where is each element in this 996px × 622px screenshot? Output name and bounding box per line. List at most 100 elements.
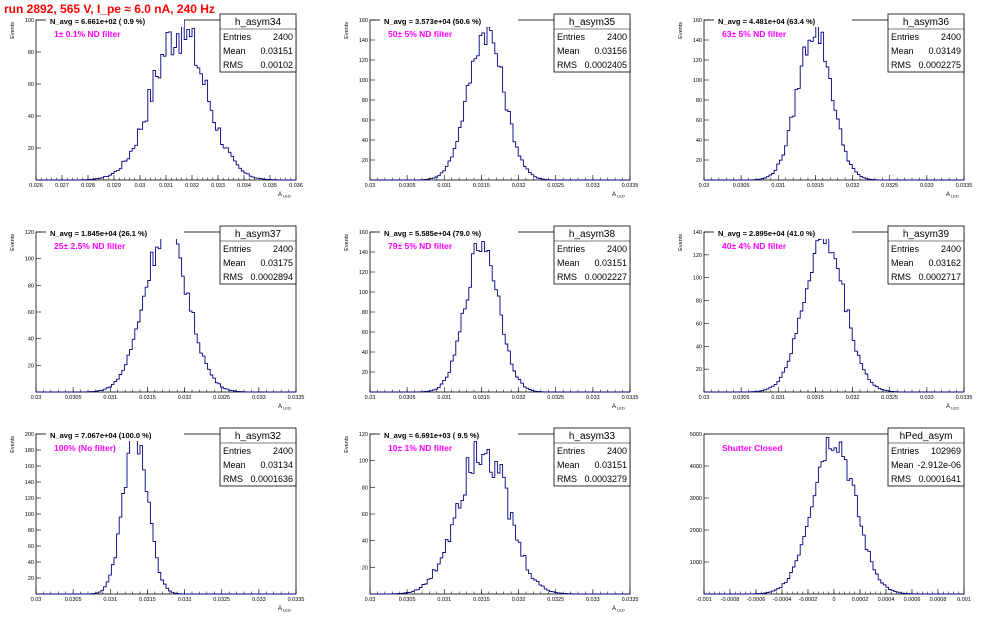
histogram-line	[36, 19, 296, 181]
stats-label: Entries	[557, 32, 586, 42]
y-tick-label: 160	[693, 18, 702, 24]
navg-box	[714, 228, 852, 239]
histogram-line	[704, 436, 964, 595]
stats-value: 2400	[941, 244, 961, 254]
stats-value: 0.0001641	[918, 474, 961, 484]
navg-box	[380, 16, 518, 27]
stats-value: 0.03175	[260, 258, 293, 268]
navg-label: N_avg = 2.895e+04 (41.0 %)	[718, 229, 816, 238]
y-tick-label: 40	[362, 350, 368, 356]
stats-label: Entries	[223, 32, 252, 42]
y-tick-label: 20	[28, 363, 34, 369]
x-tick-label: 0.0325	[547, 395, 564, 401]
histogram-line	[36, 433, 296, 595]
x-tick-label: 0.03	[31, 597, 42, 603]
y-tick-label: 60	[28, 544, 34, 550]
navg-label: N_avg = 6.691e+03 ( 9.5 %)	[384, 431, 480, 440]
stats-label: RMS	[891, 474, 911, 484]
y-axis-label: Events	[678, 234, 684, 251]
x-tick-label: 0.033	[586, 395, 600, 401]
histogram-line	[704, 231, 964, 393]
x-tick-label: 0.033	[920, 395, 934, 401]
y-axis-label: Events	[344, 436, 350, 453]
stats-box	[887, 427, 965, 487]
x-tick-label: -0.0006	[747, 597, 766, 603]
x-tick-label: 0.0315	[139, 597, 156, 603]
stats-label: RMS	[223, 272, 243, 282]
x-tick-label: 0.0325	[213, 597, 230, 603]
x-tick-label: 0.032	[185, 183, 199, 189]
navg-label: N_avg = 5.585e+04 (79.0 %)	[384, 229, 482, 238]
x-tick-label: 0.032	[846, 183, 860, 189]
y-tick-label: 60	[362, 512, 368, 518]
y-tick-label: 180	[25, 448, 34, 454]
y-tick-label: 120	[25, 496, 34, 502]
x-axis-label: ALED	[278, 404, 291, 411]
annotation-label: 100% (No filter)	[54, 443, 116, 453]
y-tick-label: 80	[362, 98, 368, 104]
x-tick-label: 0.036	[289, 183, 303, 189]
x-tick-label: 0.035	[263, 183, 277, 189]
x-tick-label: 0.0335	[288, 395, 305, 401]
stats-box	[553, 13, 631, 73]
stats-value: 2400	[607, 32, 627, 42]
annotation-label: 40± 4% ND filter	[722, 241, 787, 251]
stats-label: Entries	[223, 244, 252, 254]
y-tick-label: 100	[25, 257, 34, 263]
y-axis-label: Events	[678, 22, 684, 39]
stats-value: 0.03151	[594, 460, 627, 470]
x-tick-label: 0	[832, 597, 835, 603]
stats-value: 2400	[273, 446, 293, 456]
stats-value: 0.03149	[928, 46, 961, 56]
x-tick-label: 0.032	[178, 395, 192, 401]
y-tick-label: 80	[696, 98, 702, 104]
x-tick-label: 0.027	[55, 183, 69, 189]
stats-box	[219, 225, 297, 285]
y-tick-label: 100	[359, 290, 368, 296]
navg-box	[380, 228, 518, 239]
x-tick-label: 0.0315	[473, 183, 490, 189]
x-tick-label: 0.0325	[881, 183, 898, 189]
y-tick-label: 140	[25, 480, 34, 486]
x-tick-label: 0.0305	[65, 395, 82, 401]
y-tick-label: 100	[25, 18, 34, 24]
x-tick-label: 0.0006	[904, 597, 921, 603]
x-axis-label: ALED	[946, 404, 959, 411]
x-tick-label: 0.031	[159, 183, 173, 189]
navg-label: N_avg = 6.661e+02 ( 0.9 %)	[50, 17, 146, 26]
navg-box	[46, 228, 184, 239]
histogram-panel-h_asym38: 0.03 0.0305 0.031 0.0315 0.032 0.0325 0.033 0.0…	[344, 225, 638, 411]
x-tick-label: 0.03	[699, 183, 710, 189]
y-tick-label: 60	[696, 118, 702, 124]
annotation-label: Shutter Closed	[722, 443, 782, 453]
y-tick-label: 1000	[690, 560, 702, 566]
x-tick-label: 0.0325	[547, 597, 564, 603]
x-axis-label: ALED	[278, 192, 291, 199]
stats-label: RMS	[223, 60, 243, 70]
histogram-panel-h_asym34: 0.026 0.027 0.028 0.029 0.03 0.031 0.032 0.033 0…	[10, 13, 303, 199]
y-tick-label: 3000	[690, 496, 702, 502]
y-tick-label: 80	[28, 283, 34, 289]
stats-title: h_asym36	[903, 17, 950, 28]
x-axis-label: ALED	[278, 606, 291, 613]
stats-value: 0.0002227	[584, 272, 627, 282]
stats-box	[887, 225, 965, 285]
stats-label: RMS	[891, 272, 911, 282]
x-tick-label: -0.0008	[721, 597, 740, 603]
y-tick-label: 20	[696, 158, 702, 164]
stats-label: Mean	[223, 258, 246, 268]
stats-title: h_asym34	[235, 17, 282, 28]
stats-label: Mean	[891, 460, 914, 470]
y-tick-label: 80	[362, 485, 368, 491]
x-tick-label: 0.0335	[956, 395, 973, 401]
stats-value: 0.0001636	[250, 474, 293, 484]
annotation-label: 25± 2.5% ND filter	[54, 241, 126, 251]
y-tick-label: 40	[362, 138, 368, 144]
navg-box	[380, 430, 518, 441]
y-tick-label: 20	[28, 146, 34, 152]
x-tick-label: 0.033	[920, 183, 934, 189]
stats-value: 0.0002894	[250, 272, 293, 282]
navg-box	[46, 16, 184, 27]
y-tick-label: 120	[359, 58, 368, 64]
stats-label: Mean	[891, 258, 914, 268]
